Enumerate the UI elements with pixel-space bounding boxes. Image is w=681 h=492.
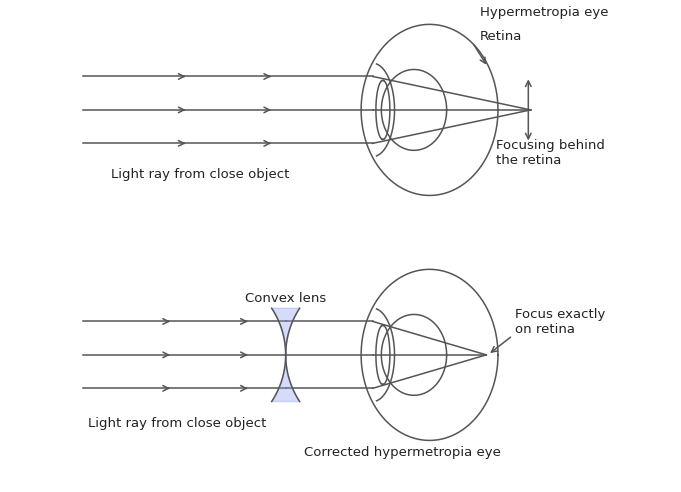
Polygon shape [272,308,300,401]
Text: Focus exactly
on retina: Focus exactly on retina [515,308,605,336]
Text: Convex lens: Convex lens [245,292,326,306]
Text: Focusing behind
the retina: Focusing behind the retina [496,139,605,167]
Text: Light ray from close object: Light ray from close object [88,417,266,430]
Text: Hypermetropia eye: Hypermetropia eye [480,6,609,19]
Text: Corrected hypermetropia eye: Corrected hypermetropia eye [304,446,501,459]
Text: Retina: Retina [480,30,522,42]
Text: Light ray from close object: Light ray from close object [111,168,289,181]
